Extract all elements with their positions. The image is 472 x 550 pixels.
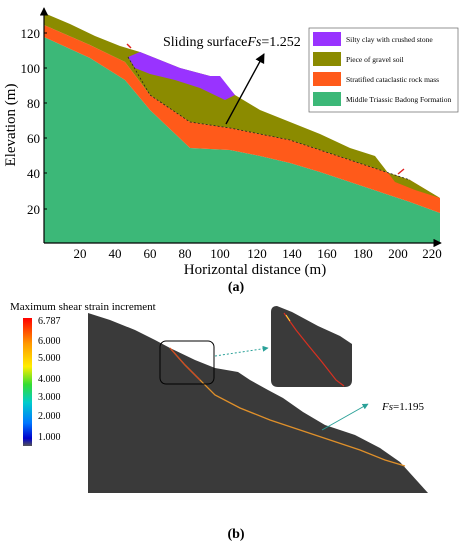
fs-value: =1.252 <box>261 35 300 50</box>
y-tick-label: 20 <box>27 202 40 217</box>
x-tick-label: 40 <box>109 246 122 261</box>
y-tick-label: 100 <box>21 61 41 76</box>
legend-item: Silty clay with crushed stone <box>313 32 433 46</box>
legend-label: Piece of gravel soil <box>346 55 404 64</box>
layer-silty-clay <box>128 52 235 100</box>
legend-swatch-silty-clay <box>313 32 341 46</box>
zoom-inset-shape <box>271 306 352 387</box>
x-tick-label: 140 <box>282 246 302 261</box>
fs-symbol: Fs <box>246 35 262 50</box>
colorbar-tick-label: 2.000 <box>38 411 61 422</box>
legend-swatch-badong-formation <box>313 92 341 106</box>
fs-pointer-arrow <box>321 403 369 431</box>
zoom-connector-arrow <box>214 345 269 357</box>
panel-a-label: (a) <box>228 280 245 295</box>
legend-label: Middle Triassic Badong Formation <box>346 95 451 104</box>
red-marker-left <box>126 43 132 49</box>
sliding-surface-arrow <box>225 53 265 125</box>
x-tick-label: 180 <box>353 246 373 261</box>
legend-label: Silty clay with crushed stone <box>346 35 433 44</box>
x-tick-label: 200 <box>388 246 408 261</box>
legend-label: Stratified cataclastic rock mass <box>346 75 439 84</box>
x-tick-label: 80 <box>179 246 192 261</box>
colorbar-tick-label: 6.000 <box>38 336 61 347</box>
colorbar-tick-label: 5.000 <box>38 353 61 364</box>
legend-item: Middle Triassic Badong Formation <box>313 92 451 106</box>
y-tick-label: 60 <box>27 131 40 146</box>
x-axis-label: Horizontal distance (m) <box>184 262 326 278</box>
colorbar <box>23 318 32 446</box>
legend-swatch-gravel-soil <box>313 52 341 66</box>
fs-value: =1.195 <box>393 401 424 413</box>
panel-b-label: (b) <box>227 527 244 542</box>
y-tick: 60 <box>27 131 47 146</box>
y-tick: 120 <box>21 26 47 41</box>
x-tick-label: 160 <box>317 246 337 261</box>
panel-b: Maximum shear strain increment 6.787 6.0… <box>10 301 428 542</box>
y-ticks: 20 40 60 80 100 120 <box>21 26 47 217</box>
sliding-surface-label: Sliding surfaceFs=1.252 <box>163 35 301 50</box>
y-tick: 40 <box>27 166 47 181</box>
legend-item: Piece of gravel soil <box>313 52 404 66</box>
zoom-inset <box>271 306 352 387</box>
legend: Silty clay with crushed stone Piece of g… <box>308 27 459 113</box>
colorbar-tick-label: 4.000 <box>38 374 61 385</box>
sliding-surface-line <box>127 56 411 181</box>
zoom-region-box <box>159 340 215 385</box>
x-tick-label: 220 <box>422 246 442 261</box>
x-tick-label: 120 <box>247 246 267 261</box>
y-axis-label: Elevation (m) <box>3 84 19 167</box>
x-tick-label: 100 <box>210 246 230 261</box>
y-tick: 100 <box>21 61 47 76</box>
zoom-inset-shear-band-hot <box>285 314 291 322</box>
shear-band-core <box>169 347 201 381</box>
colorbar-tick-label: 3.000 <box>38 392 61 403</box>
legend-swatch-cataclastic-rock <box>313 72 341 86</box>
legend-item: Stratified cataclastic rock mass <box>313 72 439 86</box>
red-marker-right <box>397 168 405 175</box>
panel-a: 20 40 60 80 100 120 <box>3 7 459 295</box>
y-tick-label: 80 <box>27 96 40 111</box>
layer-badong-formation <box>44 37 440 243</box>
colorbar-title: Maximum shear strain increment <box>10 301 156 313</box>
zoom-inset-shear-band <box>283 312 345 387</box>
colorbar-tick-label: 6.787 <box>38 316 61 327</box>
y-tick-label: 120 <box>21 26 41 41</box>
colorbar-ticks: 6.787 6.000 5.000 4.000 3.000 2.000 1.00… <box>38 316 61 443</box>
x-tick-label: 60 <box>144 246 157 261</box>
y-tick: 80 <box>27 96 47 111</box>
layer-cataclastic-rock <box>44 25 440 213</box>
y-tick-label: 40 <box>27 166 40 181</box>
fs-label: Fs=1.195 <box>381 401 424 413</box>
x-ticks: 20 40 60 80 100 120 140 160 180 200 220 <box>74 246 442 261</box>
slope-model <box>88 313 428 493</box>
colorbar-tick-label: 1.000 <box>38 432 61 443</box>
sliding-surface-text: Sliding surface <box>163 35 247 50</box>
y-tick: 20 <box>27 202 47 217</box>
fs-symbol: Fs <box>381 401 393 413</box>
x-tick-label: 20 <box>74 246 87 261</box>
